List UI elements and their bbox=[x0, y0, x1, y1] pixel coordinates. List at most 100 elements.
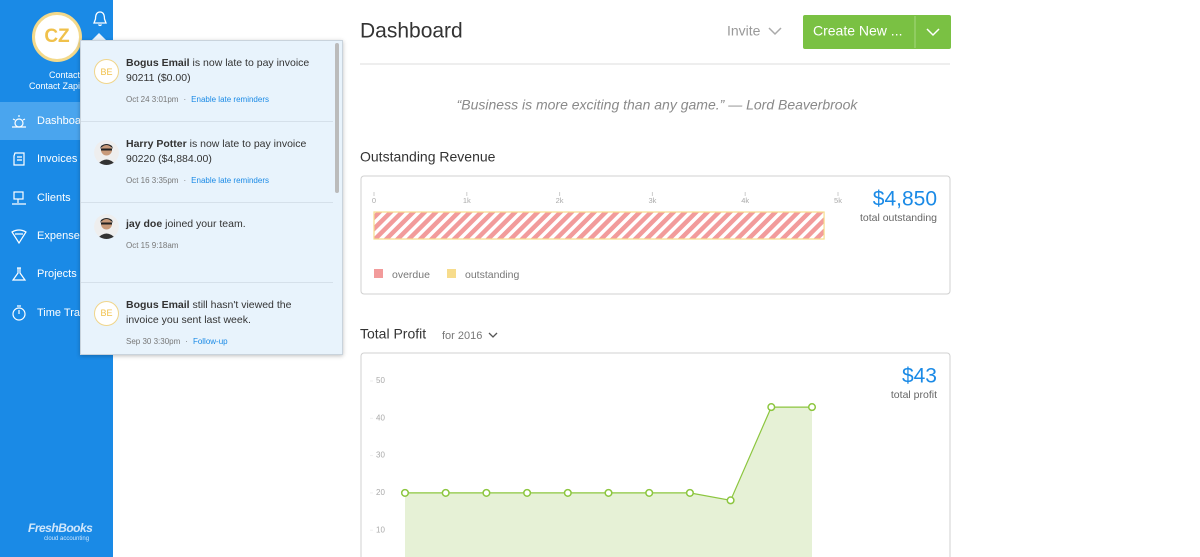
avatar-initials: BE bbox=[94, 59, 119, 84]
create-button[interactable] bbox=[803, 15, 951, 49]
data-point bbox=[767, 403, 776, 412]
create-chevron[interactable] bbox=[926, 28, 940, 37]
data-point bbox=[807, 403, 817, 412]
nav-item[interactable]: Projects bbox=[0, 255, 113, 293]
nav-icon bbox=[13, 152, 25, 166]
y-tick-label: 50 bbox=[376, 376, 385, 385]
nav-label: Expenses bbox=[37, 229, 86, 242]
avatar-photo bbox=[94, 139, 119, 165]
nav-icon bbox=[12, 115, 26, 128]
nav-label: Invoices bbox=[37, 153, 78, 166]
popup-caret bbox=[91, 33, 107, 41]
legend-label: overdue bbox=[392, 269, 430, 281]
invite-button[interactable]: Invite bbox=[727, 23, 761, 39]
notifications-bell[interactable] bbox=[92, 10, 108, 28]
nav-icon bbox=[12, 190, 26, 205]
separator: · bbox=[185, 336, 188, 346]
legend-label: outstanding bbox=[465, 269, 519, 281]
bar-segment bbox=[373, 211, 825, 240]
profit-total: $43 bbox=[902, 365, 937, 388]
nav-icon bbox=[12, 304, 26, 321]
x-tick-label: 3k bbox=[648, 196, 656, 205]
logo-tagline: cloud accounting bbox=[44, 536, 90, 542]
period-select[interactable]: for 2016 bbox=[442, 330, 482, 342]
nav-item[interactable]: Expenses bbox=[0, 217, 113, 255]
user-avatar[interactable]: CZ bbox=[32, 12, 82, 62]
notification-text: Bogus Email still hasn't viewed the invo… bbox=[126, 298, 321, 328]
profit-total-label: total profit bbox=[891, 389, 937, 401]
data-point bbox=[482, 488, 491, 497]
data-point bbox=[604, 488, 613, 497]
y-tick-label: 30 bbox=[376, 451, 385, 460]
notifications-popup: BE Bogus Email is now late to pay invoice… bbox=[80, 40, 343, 355]
profit-area bbox=[405, 407, 812, 557]
x-tick-label: 1k bbox=[463, 196, 471, 205]
legend-swatch bbox=[447, 269, 456, 278]
separator: · bbox=[183, 175, 187, 185]
avatar-image bbox=[94, 214, 119, 239]
section-title: Total Profit bbox=[360, 326, 426, 342]
logo: FreshBooks bbox=[28, 521, 93, 535]
nav-item[interactable]: Clients bbox=[0, 179, 113, 217]
notification-text: Harry Potter is now late to pay invoice … bbox=[126, 137, 321, 167]
data-point bbox=[645, 488, 654, 497]
data-point bbox=[685, 488, 694, 497]
avatar-image bbox=[94, 139, 119, 165]
scrollbar[interactable] bbox=[335, 43, 339, 193]
revenue-total: $4,850 bbox=[873, 188, 937, 211]
data-point bbox=[523, 488, 532, 497]
notification-time: Sep 30 3:30pm bbox=[126, 336, 181, 346]
x-tick-label: 5k bbox=[834, 196, 842, 205]
notification-meta: Sep 30 3:30pm · Follow-up bbox=[126, 337, 228, 346]
contact-label: Contact bbox=[48, 70, 80, 80]
legend-swatch bbox=[374, 269, 383, 278]
separator: · bbox=[183, 95, 187, 104]
data-point bbox=[441, 488, 450, 497]
nav-item[interactable]: Invoices bbox=[0, 140, 113, 178]
data-point bbox=[563, 488, 572, 497]
notification-name: Harry Potter bbox=[126, 137, 187, 150]
x-tick-label: 4k bbox=[741, 196, 749, 205]
nav-label: Clients bbox=[37, 191, 71, 204]
notification-meta: Oct 24 3:01pm · Enable late reminders bbox=[126, 95, 269, 104]
contact-name: Contact Zapier bbox=[29, 81, 89, 91]
notification-time: Oct 16 3:35pm bbox=[126, 175, 179, 185]
notification-action[interactable]: Enable late reminders bbox=[191, 175, 269, 185]
notification-time: Oct 24 3:01pm bbox=[126, 95, 179, 104]
notification-name: Bogus Email bbox=[126, 298, 190, 311]
notification-body: joined your team. bbox=[162, 218, 246, 230]
notification-time: Oct 15 9:18am bbox=[126, 241, 179, 250]
invite-chevron bbox=[768, 27, 782, 36]
avatar-photo bbox=[94, 214, 119, 239]
notification-text: Bogus Email is now late to pay invoice 9… bbox=[126, 56, 321, 86]
notification[interactable]: Harry Potter is now late to pay invoice … bbox=[81, 122, 333, 203]
notification-action[interactable]: Follow-up bbox=[192, 336, 228, 346]
y-tick-label: 10 bbox=[376, 525, 385, 534]
x-tick-label: 0 bbox=[372, 196, 376, 205]
page-title: Dashboard bbox=[360, 20, 463, 43]
period-chevron[interactable] bbox=[488, 332, 498, 338]
notification-name: Bogus Email bbox=[126, 57, 190, 69]
y-tick-label: 20 bbox=[376, 488, 385, 497]
section-title: Outstanding Revenue bbox=[360, 149, 496, 165]
nav-label: Dashboard bbox=[37, 115, 91, 127]
create-label: Create New ... bbox=[813, 23, 902, 39]
notification[interactable]: BE Bogus Email is now late to pay invoice… bbox=[81, 41, 333, 122]
revenue-total-label: total outstanding bbox=[860, 212, 937, 224]
notification-name: jay doe bbox=[126, 218, 163, 230]
notification-meta: Oct 15 9:18am bbox=[126, 241, 178, 250]
nav-icon bbox=[11, 267, 27, 281]
notification-action[interactable]: Enable late reminders bbox=[191, 95, 269, 104]
y-tick-label: 40 bbox=[376, 413, 385, 422]
x-tick-label: 2k bbox=[556, 196, 564, 205]
notification[interactable]: BE Bogus Email still hasn't viewed the in… bbox=[81, 283, 333, 355]
data-point bbox=[400, 488, 410, 497]
notification-body: still hasn't viewed the invoice you sent… bbox=[126, 298, 292, 326]
notification[interactable]: jay doe joined your team. Oct 15 9:18am bbox=[81, 202, 333, 283]
notification-text: jay doe joined your team. bbox=[126, 217, 321, 232]
avatar-initials: BE bbox=[94, 300, 119, 326]
nav-icon bbox=[11, 229, 27, 244]
quote: “Business is more exciting than any game… bbox=[457, 97, 859, 113]
